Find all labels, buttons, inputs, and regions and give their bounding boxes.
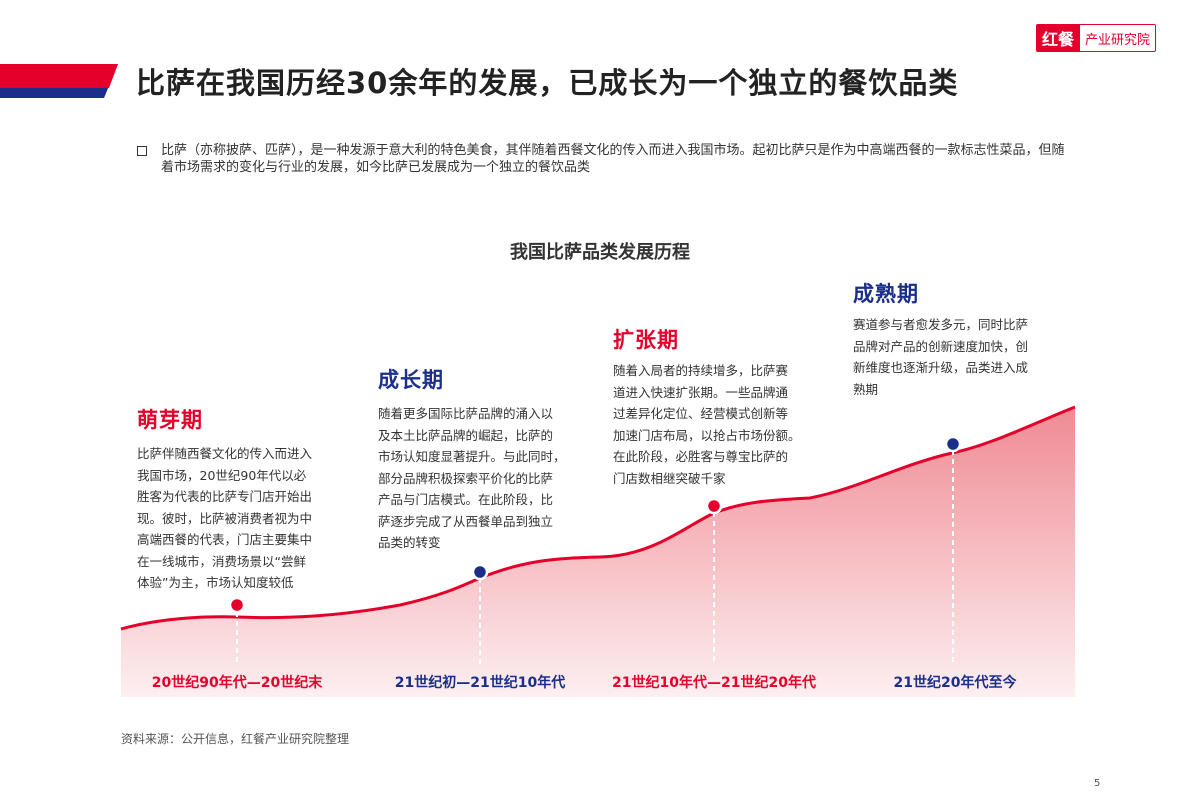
logo-mark: 红餐 [1036,24,1081,52]
period-label-3: 21世纪10年代—21世纪20年代 [612,675,816,691]
stage-title-2: 成长期 [378,368,444,392]
stage-desc-4: 赛道参与者愈发多元，同时比萨 品牌对产品的创新速度加快，创 新维度也逐渐升级，品类进… [853,317,1029,397]
stage-desc-2: 随着更多国际比萨品牌的涌入以 及本土比萨品牌的崛起，比萨的 市场认知度显著提升。与此… [378,406,566,550]
title-accent-bar [0,64,118,98]
logo-text: 产业研究院 [1080,24,1157,52]
intro-paragraph: 比萨（亦称披萨、匹萨），是一种发源于意大利的特色美食，其伴随着西餐文化的传入而进… [137,142,1077,176]
stage-marker-1 [228,596,246,614]
stage-title-1: 萌芽期 [137,408,203,432]
page-title: 比萨在我国历经30余年的发展，已成长为一个独立的餐饮品类 [136,66,959,100]
stage-title-3: 扩张期 [613,328,679,352]
stage-marker-4 [944,435,962,453]
stage-marker-2 [471,563,489,581]
growth-line [120,405,1076,631]
period-label-4: 21世纪20年代至今 [893,675,1017,691]
period-label-1: 20世纪90年代—20世纪末 [151,675,323,691]
square-bullet-icon [137,146,147,156]
period-label-2: 21世纪初—21世纪10年代 [394,675,566,691]
brand-logo: 红餐 产业研究院 [1036,24,1157,52]
chart-title: 我国比萨品类发展历程 [510,242,690,263]
source-note: 资料来源：公开信息，红餐产业研究院整理 [121,732,350,746]
growth-area [121,407,1075,697]
stage-desc-3: 随着入局者的持续增多，比萨赛 道进入快速扩张期。一些品牌通 过差异化定位、经营模式创… [613,363,801,486]
page-number: 5 [1094,778,1101,789]
stage-desc-1: 比萨伴随西餐文化的传入而进入 我国市场，20世纪90年代以必 胜客为代表的比萨专门店… [137,446,313,590]
stage-marker-3 [705,497,723,515]
intro-text: 比萨（亦称披萨、匹萨），是一种发源于意大利的特色美食，其伴随着西餐文化的传入而进… [161,143,1065,175]
stage-title-4: 成熟期 [853,282,919,306]
